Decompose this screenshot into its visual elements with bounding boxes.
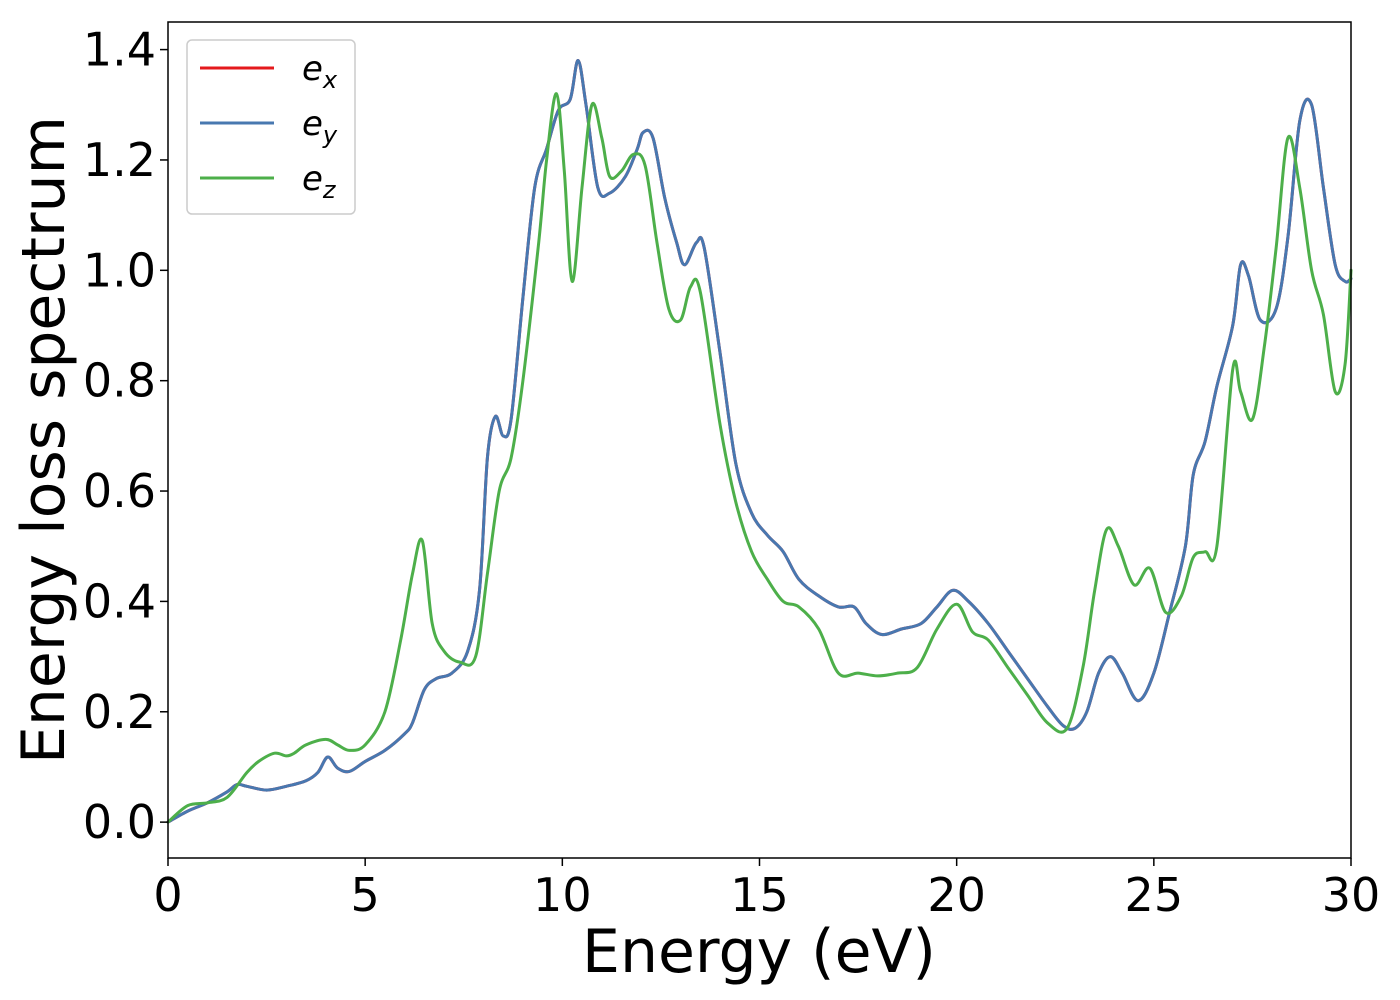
legend: ex ey ez (186, 39, 356, 215)
y-tick-label: 1.4 (83, 23, 156, 77)
x-tick-label: 10 (533, 868, 592, 922)
series-layer (166, 59, 1353, 824)
series-line-ey (166, 59, 1353, 824)
y-axis: 0.0 0.2 0.4 0.6 0.8 1.0 1.2 1.4 (83, 23, 168, 849)
legend-label-ez: ez (302, 159, 337, 204)
y-tick-label: 0.2 (83, 685, 156, 739)
x-tick-label: 20 (927, 868, 986, 922)
y-tick-label: 1.2 (83, 133, 156, 187)
legend-label-ex: ex (302, 49, 338, 94)
y-tick-label: 0.8 (83, 354, 156, 408)
y-tick-label: 1.0 (83, 243, 156, 297)
legend-label-ey: ey (302, 104, 338, 149)
x-axis: 0 5 10 15 20 25 30 (153, 858, 1380, 922)
y-tick-label: 0.0 (83, 795, 156, 849)
y-tick-label: 0.4 (83, 574, 156, 628)
y-tick-label: 0.6 (83, 464, 156, 518)
legend-box (186, 39, 356, 215)
x-tick-label: 25 (1125, 868, 1184, 922)
y-axis-label: Energy loss spectrum (9, 116, 79, 764)
series-line-ez (166, 92, 1353, 824)
x-tick-label: 0 (153, 868, 182, 922)
x-tick-label: 15 (730, 868, 789, 922)
x-axis-label: Energy (eV) (582, 917, 936, 987)
plot-area (168, 22, 1351, 858)
x-tick-label: 5 (351, 868, 380, 922)
x-tick-label: 30 (1322, 868, 1381, 922)
